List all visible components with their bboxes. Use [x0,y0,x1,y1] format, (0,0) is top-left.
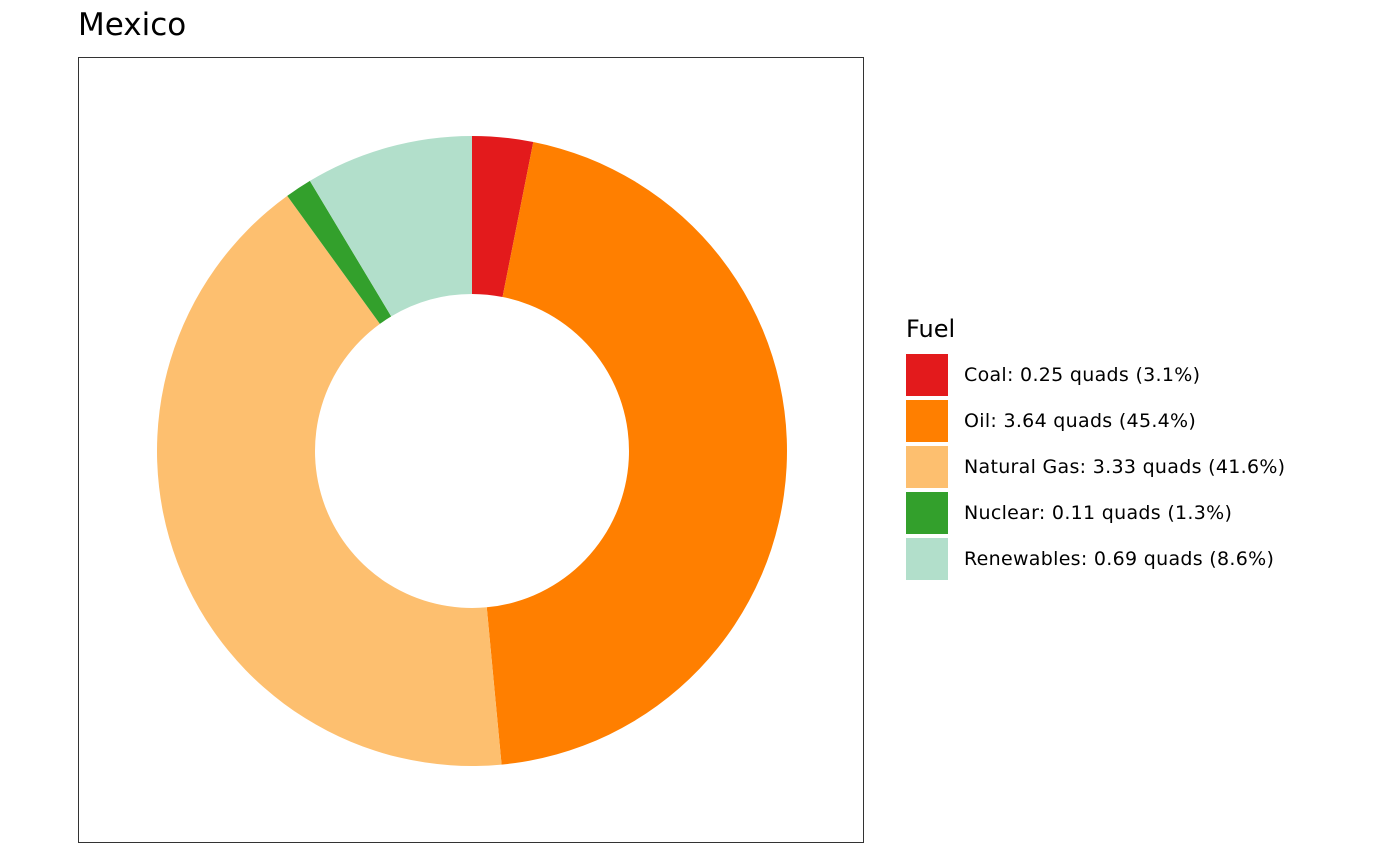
slice-coal [472,136,534,298]
chart-title: Mexico [78,7,187,43]
legend-key-renewables [906,538,948,580]
slice-renewables [309,136,472,317]
legend-title: Fuel [906,315,956,343]
legend: Fuel Coal: 0.25 quads (3.1%) Oil: 3.64 qu… [906,312,1285,582]
legend-item-coal: Coal: 0.25 quads (3.1%) [906,352,1285,398]
legend-item-renewables: Renewables: 0.69 quads (8.6%) [906,536,1285,582]
legend-label-oil: Oil: 3.64 quads (45.4%) [964,410,1197,432]
legend-item-natural-gas: Natural Gas: 3.33 quads (41.6%) [906,444,1285,490]
legend-key-natural-gas [906,446,948,488]
legend-item-oil: Oil: 3.64 quads (45.4%) [906,398,1285,444]
legend-label-coal: Coal: 0.25 quads (3.1%) [964,364,1201,386]
slice-oil [486,142,787,765]
legend-label-nuclear: Nuclear: 0.11 quads (1.3%) [964,502,1233,524]
slice-natural-gas [157,195,502,766]
legend-label-natural-gas: Natural Gas: 3.33 quads (41.6%) [964,456,1286,478]
legend-key-nuclear [906,492,948,534]
legend-label-renewables: Renewables: 0.69 quads (8.6%) [964,548,1275,570]
legend-item-nuclear: Nuclear: 0.11 quads (1.3%) [906,490,1285,536]
legend-key-coal [906,354,948,396]
slice-nuclear [287,180,392,324]
legend-key-oil [906,400,948,442]
donut-chart [157,136,787,766]
plot-panel [78,57,864,843]
legend-items: Coal: 0.25 quads (3.1%) Oil: 3.64 quads (… [906,352,1285,582]
